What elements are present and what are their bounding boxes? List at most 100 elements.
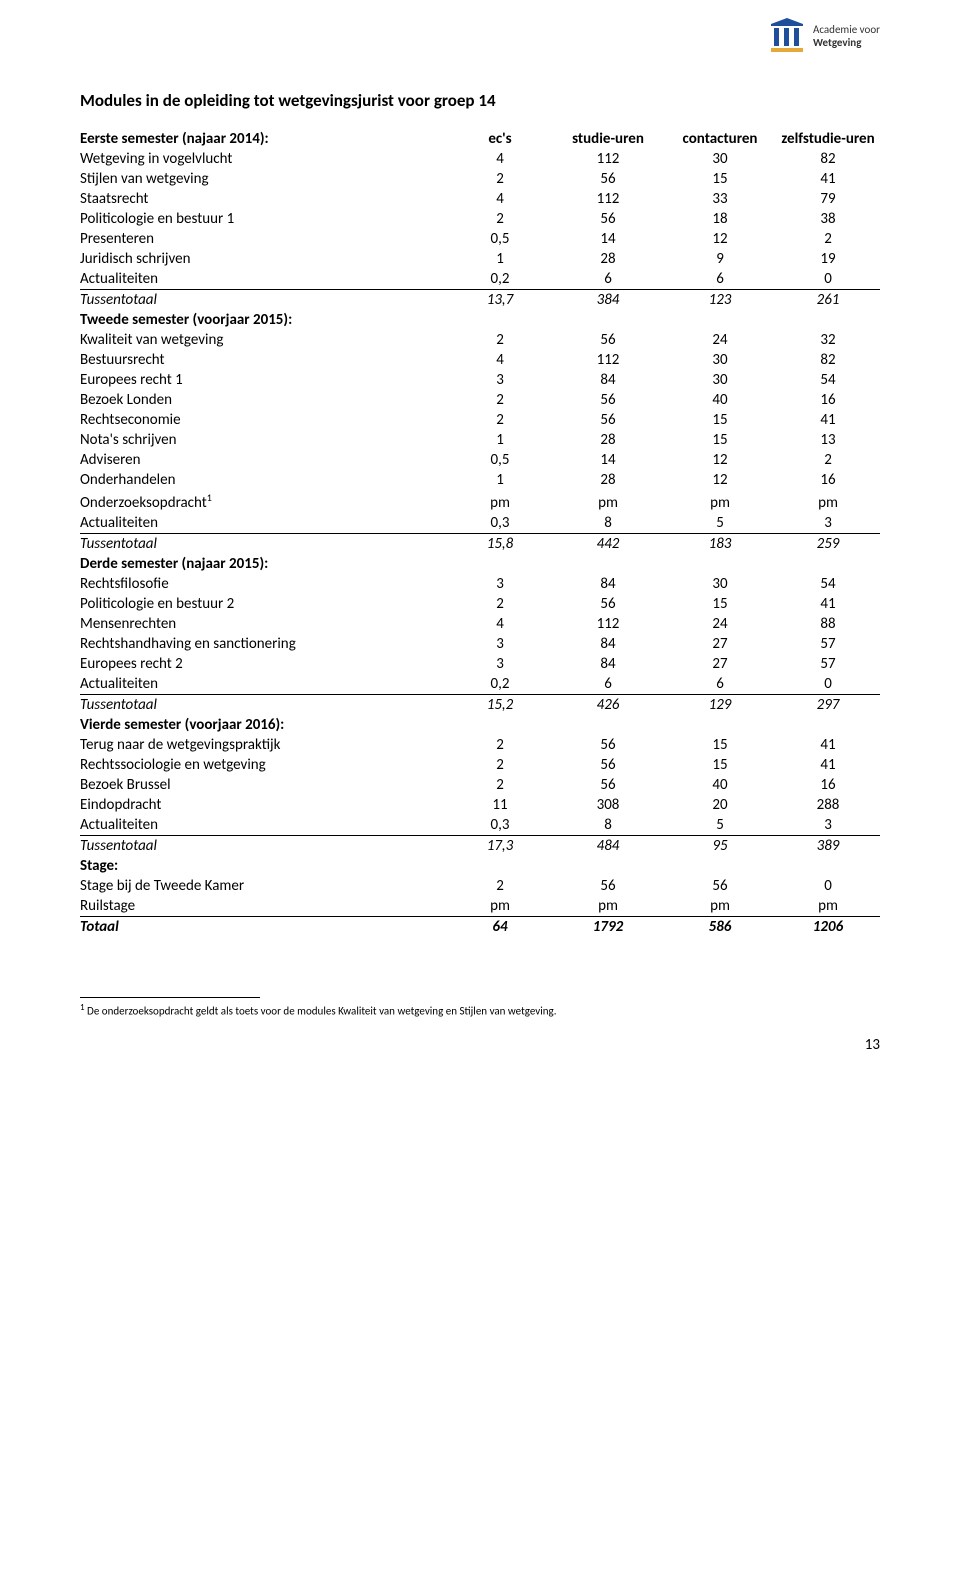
table-row: Presenteren0,514122 (80, 229, 880, 249)
module-ec: 0,2 (448, 269, 552, 290)
module-studie: 84 (552, 654, 664, 674)
module-contact: 30 (664, 350, 776, 370)
module-name: Europees recht 1 (80, 370, 448, 390)
subtotal-contact: 129 (664, 695, 776, 716)
module-ec: 3 (448, 370, 552, 390)
module-zelfstudie: 2 (776, 229, 880, 249)
module-studie: 56 (552, 775, 664, 795)
subtotal-contact: 123 (664, 290, 776, 311)
module-zelfstudie: 3 (776, 815, 880, 836)
module-name: Europees recht 2 (80, 654, 448, 674)
module-name: Rechtsfilosofie (80, 574, 448, 594)
table-row: Juridisch schrijven128919 (80, 249, 880, 269)
module-zelfstudie: 82 (776, 350, 880, 370)
module-zelfstudie: 41 (776, 755, 880, 775)
module-ec: 3 (448, 574, 552, 594)
module-studie: 8 (552, 815, 664, 836)
subtotal-contact: 95 (664, 836, 776, 857)
table-row: Actualiteiten0,2660 (80, 674, 880, 695)
module-contact: 30 (664, 370, 776, 390)
module-contact: 27 (664, 634, 776, 654)
table-row: Terug naar de wetgevingspraktijk2561541 (80, 735, 880, 755)
module-contact: 15 (664, 410, 776, 430)
module-contact: 56 (664, 876, 776, 896)
module-ec: 2 (448, 755, 552, 775)
module-zelfstudie: 16 (776, 470, 880, 490)
module-zelfstudie: 57 (776, 654, 880, 674)
module-name: Bezoek Londen (80, 390, 448, 410)
semester-heading: Vierde semester (voorjaar 2016): (80, 715, 880, 735)
semester-heading-row: Stage: (80, 856, 880, 876)
module-name: Rechtseconomie (80, 410, 448, 430)
semester-heading: Eerste semester (najaar 2014): (80, 129, 448, 149)
module-name: Eindopdracht (80, 795, 448, 815)
module-zelfstudie: 288 (776, 795, 880, 815)
module-name: Actualiteiten (80, 269, 448, 290)
module-contact: 15 (664, 430, 776, 450)
module-zelfstudie: 0 (776, 269, 880, 290)
module-studie: 14 (552, 229, 664, 249)
subtotal-label: Tussentotaal (80, 695, 448, 716)
module-studie: 56 (552, 735, 664, 755)
module-contact: 27 (664, 654, 776, 674)
table-header-row: Eerste semester (najaar 2014):ec'sstudie… (80, 129, 880, 149)
module-contact: 6 (664, 674, 776, 695)
module-contact: 18 (664, 209, 776, 229)
module-studie: 28 (552, 470, 664, 490)
module-name: Bestuursrecht (80, 350, 448, 370)
module-contact: 12 (664, 450, 776, 470)
module-zelfstudie: 16 (776, 390, 880, 410)
logo-text: Academie voor Wetgeving (813, 23, 880, 49)
module-ec: 4 (448, 189, 552, 209)
total-zelfstudie: 1206 (776, 917, 880, 938)
module-zelfstudie: 57 (776, 634, 880, 654)
total-label: Totaal (80, 917, 448, 938)
module-name: Rechtshandhaving en sanctionering (80, 634, 448, 654)
module-studie: 84 (552, 634, 664, 654)
module-studie: 112 (552, 614, 664, 634)
page-container: Academie voor Wetgeving Modules in de op… (0, 0, 960, 1084)
module-zelfstudie: 0 (776, 876, 880, 896)
subtotal-label: Tussentotaal (80, 534, 448, 555)
total-row: Totaal6417925861206 (80, 917, 880, 938)
subtotal-ec: 17,3 (448, 836, 552, 857)
module-contact: 30 (664, 574, 776, 594)
module-ec: 1 (448, 430, 552, 450)
module-name: Bezoek Brussel (80, 775, 448, 795)
logo-line2: Wetgeving (813, 36, 880, 49)
module-studie: 28 (552, 430, 664, 450)
module-studie: 84 (552, 370, 664, 390)
module-studie: 14 (552, 450, 664, 470)
subtotal-row: Tussentotaal15,8442183259 (80, 534, 880, 555)
module-name: Politicologie en bestuur 1 (80, 209, 448, 229)
subtotal-ec: 15,8 (448, 534, 552, 555)
table-row: Bezoek Brussel2564016 (80, 775, 880, 795)
module-contact: 30 (664, 149, 776, 169)
table-row: Actualiteiten0,3853 (80, 815, 880, 836)
module-zelfstudie: 16 (776, 775, 880, 795)
table-row: Politicologie en bestuur 12561838 (80, 209, 880, 229)
table-row: Actualiteiten0,2660 (80, 269, 880, 290)
module-ec: 2 (448, 209, 552, 229)
module-ec: 2 (448, 410, 552, 430)
table-row: Mensenrechten41122488 (80, 614, 880, 634)
module-name: Juridisch schrijven (80, 249, 448, 269)
module-studie: 56 (552, 209, 664, 229)
module-zelfstudie: 13 (776, 430, 880, 450)
module-name: Presenteren (80, 229, 448, 249)
module-ec: 0,3 (448, 513, 552, 534)
module-name: Actualiteiten (80, 815, 448, 836)
semester-heading-row: Derde semester (najaar 2015): (80, 554, 880, 574)
module-zelfstudie: 88 (776, 614, 880, 634)
module-zelfstudie: 32 (776, 330, 880, 350)
module-ec: 3 (448, 654, 552, 674)
table-row: Kwaliteit van wetgeving2562432 (80, 330, 880, 350)
col-header-zelfstudie: zelfstudie-uren (776, 129, 880, 149)
module-zelfstudie: 41 (776, 410, 880, 430)
module-zelfstudie: 54 (776, 574, 880, 594)
curriculum-table: Eerste semester (najaar 2014):ec'sstudie… (80, 129, 880, 937)
module-name: Mensenrechten (80, 614, 448, 634)
module-contact: 9 (664, 249, 776, 269)
table-row: Actualiteiten0,3853 (80, 513, 880, 534)
table-row: Bezoek Londen2564016 (80, 390, 880, 410)
